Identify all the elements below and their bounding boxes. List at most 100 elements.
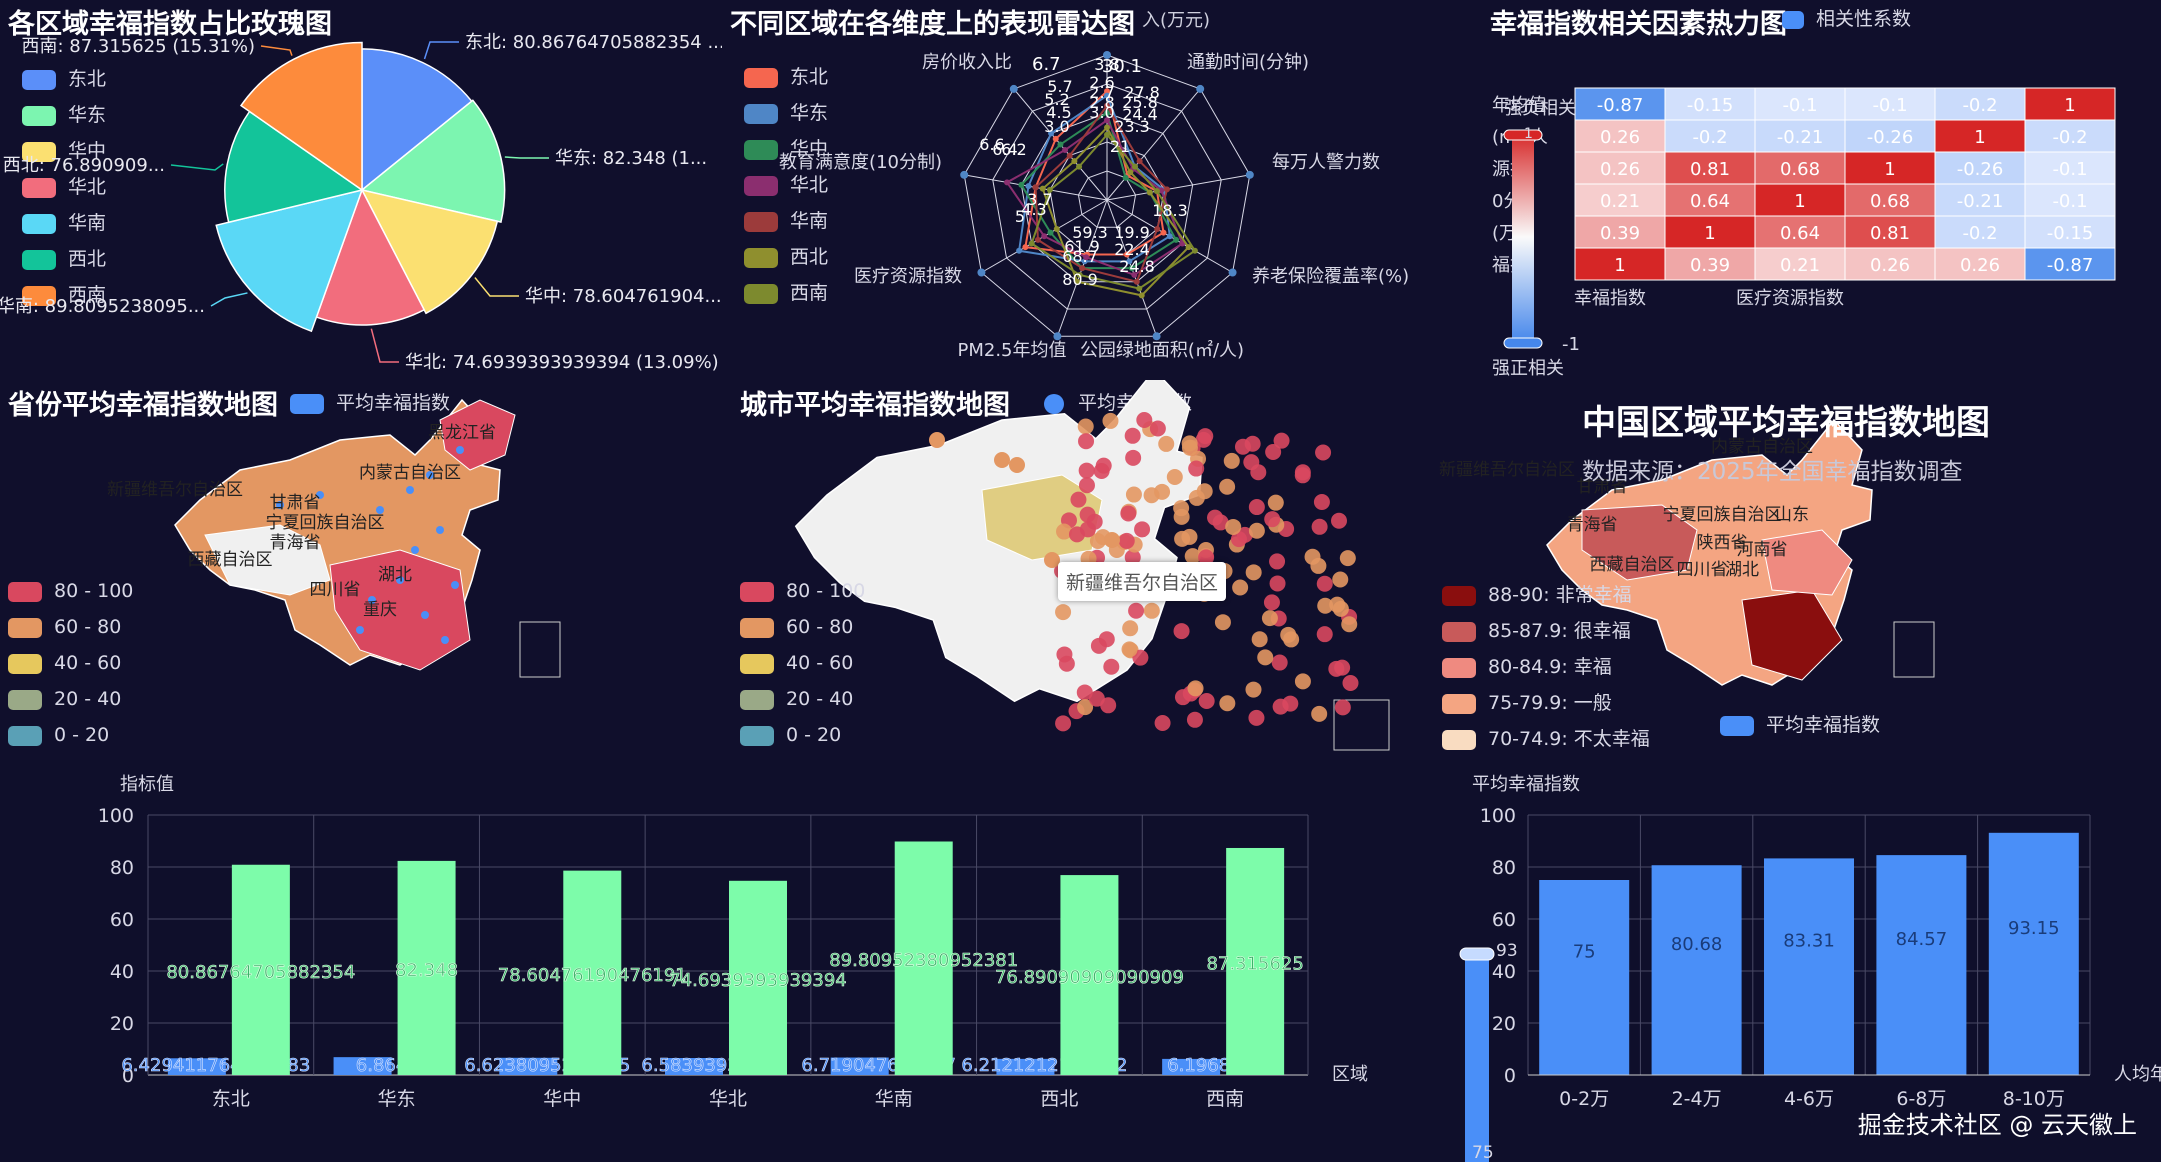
- region-map-subtitle: 数据来源：2025年全国幸福指数调查: [1582, 459, 1963, 485]
- radar-value-label: 25.8: [1122, 93, 1158, 112]
- map-scale-item[interactable]: 80 - 100: [8, 580, 133, 602]
- region-bar-green: [1060, 875, 1119, 1075]
- heatmap-cell: [1844, 87, 1936, 121]
- heatmap-cell-label: 0.39: [1600, 223, 1640, 244]
- city-map-dot: [1122, 620, 1139, 637]
- rose-legend-item[interactable]: 东北: [22, 64, 106, 91]
- income-bar-panel: 0 20 40 60 80 100 平均幸福指数 人均年 75 0-2万 80.68 2-4万 83.3…: [1450, 760, 2161, 1162]
- region-bar-green: [729, 880, 787, 1075]
- radar-value-label: 23.3: [1114, 117, 1150, 136]
- rose-slice-label: 西北: 76.890909...: [3, 155, 165, 176]
- rose-legend-item[interactable]: 华南: [22, 208, 106, 235]
- region-map-central: [1761, 529, 1853, 596]
- rose-legend-swatch: [22, 141, 56, 162]
- province-map-legend-swatch: [290, 393, 324, 414]
- income-bar-ytick: 20: [1492, 1013, 1516, 1035]
- city-map-dot: [1187, 680, 1204, 697]
- map-scale-item[interactable]: 85-87.9: 很幸福: [1442, 616, 1631, 643]
- income-bar: [1764, 858, 1854, 1075]
- radar-legend-item[interactable]: 华北: [744, 170, 828, 197]
- map-scale-swatch: [8, 653, 42, 674]
- heatmap-x-label: 医疗资源指数: [1736, 288, 1844, 309]
- rose-slice-西南: [239, 41, 363, 192]
- city-map-dot: [1174, 530, 1191, 547]
- radar-tick-label: 30.1: [1102, 56, 1142, 77]
- heatmap-cell-label: -0.1: [1782, 95, 1817, 116]
- map-scale-item[interactable]: 20 - 40: [740, 688, 853, 710]
- radar-indicator: 公园绿地面积(㎡/人): [1080, 339, 1244, 361]
- rose-legend-item[interactable]: 华东: [22, 100, 106, 127]
- province-map-south: [329, 549, 471, 671]
- map-scale-item[interactable]: 80 - 100: [740, 580, 865, 602]
- province-map-dot: [421, 611, 429, 619]
- region-bar-xlabel: 区域: [1332, 1064, 1368, 1085]
- radar-point: [1104, 131, 1110, 138]
- map-scale-item[interactable]: 40 - 60: [8, 652, 121, 674]
- city-map-dot: [1263, 594, 1280, 611]
- city-map-dot: [1090, 637, 1107, 654]
- region-map-label: 河南省: [1737, 540, 1788, 560]
- income-bar-xlabel: 人均年: [2114, 1064, 2161, 1085]
- income-bar-ytick: 60: [1492, 909, 1516, 931]
- map-scale-item[interactable]: 20 - 40: [8, 688, 121, 710]
- rose-legend-item[interactable]: 西北: [22, 244, 106, 271]
- region-bar-ytick: 80: [110, 857, 134, 879]
- income-bar-ytick: 80: [1492, 857, 1516, 879]
- radar-indicator: 通勤时间(分钟): [1187, 52, 1309, 73]
- radar-legend-item[interactable]: 西南: [744, 278, 828, 305]
- map-scale-item[interactable]: 70-74.9: 不太幸福: [1442, 724, 1650, 751]
- heatmap-cell: [1574, 247, 1666, 281]
- map-scale-item[interactable]: 40 - 60: [740, 652, 853, 674]
- region-map-xizang: [1581, 504, 1698, 581]
- province-map-title: 省份平均幸福指数地图: [8, 390, 278, 421]
- city-map-dot: [1195, 431, 1212, 448]
- radar-legend-item[interactable]: 东北: [744, 62, 828, 89]
- city-map-dot: [1055, 604, 1072, 621]
- region-map-label: 陕西省: [1697, 533, 1748, 553]
- radar-legend-item[interactable]: 华东: [744, 98, 828, 125]
- heatmap-cell: [1754, 215, 1846, 249]
- heatmap-y-label: 年均值: [1492, 95, 1546, 116]
- radar-legend-item[interactable]: 西北: [744, 242, 828, 269]
- city-map-dot: [1265, 444, 1282, 461]
- heatmap-cell-label: -0.21: [1777, 127, 1824, 148]
- map-scale-item[interactable]: 75-79.9: 一般: [1442, 688, 1612, 715]
- map-scale-item[interactable]: 0 - 20: [740, 724, 841, 746]
- rose-legend-swatch: [22, 249, 56, 270]
- map-scale-item[interactable]: 60 - 80: [740, 616, 853, 638]
- map-scale-swatch: [740, 725, 774, 746]
- map-scale-label: 70-74.9: 不太幸福: [1488, 728, 1650, 750]
- radar-legend-item[interactable]: 华中: [744, 134, 828, 161]
- radar-point: [1074, 278, 1081, 285]
- region-bar-ylabel: 指标值: [120, 774, 174, 795]
- city-map-dot: [1219, 478, 1236, 495]
- region-map-label: 青海省: [1567, 515, 1618, 535]
- heatmap-cell: [2024, 247, 2116, 281]
- city-map-dot: [1269, 575, 1286, 592]
- city-map-dot: [1095, 457, 1112, 474]
- province-map-dot: [436, 526, 444, 534]
- radar-point: [1076, 271, 1083, 278]
- city-map-dot: [1329, 596, 1346, 613]
- heatmap-visualmap-bottom: 强正相关: [1492, 358, 1564, 379]
- heatmap-cell-label: 1: [2064, 95, 2075, 116]
- map-scale-swatch: [1442, 657, 1476, 678]
- radar-value-label: 3.7: [1027, 190, 1052, 209]
- heatmap-cell-label: 1: [1704, 223, 1715, 244]
- province-map-dot: [451, 581, 459, 589]
- map-scale-item[interactable]: 88-90: 非常幸福: [1442, 580, 1632, 607]
- map-scale-item[interactable]: 60 - 80: [8, 616, 121, 638]
- city-map-dot: [1272, 698, 1289, 715]
- map-scale-item[interactable]: 80-84.9: 幸福: [1442, 652, 1612, 679]
- city-map-dot: [1316, 575, 1333, 592]
- radar-legend-item[interactable]: 华南: [744, 206, 828, 233]
- rose-legend-item[interactable]: 华北: [22, 172, 106, 199]
- heatmap-cell-label: -0.87: [2047, 255, 2094, 276]
- rose-legend-item[interactable]: 华中: [22, 136, 106, 163]
- heatmap-cell-label: -0.15: [1687, 95, 1734, 116]
- map-scale-item[interactable]: 0 - 20: [8, 724, 109, 746]
- radar-value-label: 2.8: [1089, 93, 1114, 112]
- region-map-label: 西藏自治区: [1590, 555, 1675, 575]
- region-bar-green: [231, 864, 290, 1075]
- rose-legend-item[interactable]: 西南: [22, 280, 106, 307]
